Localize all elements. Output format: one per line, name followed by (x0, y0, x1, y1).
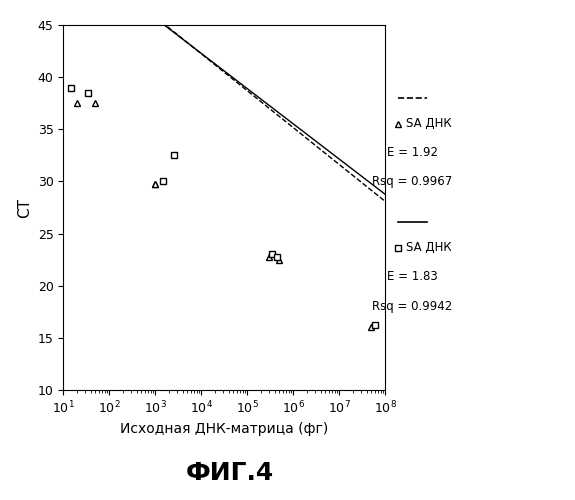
Text: E = 1.83: E = 1.83 (387, 270, 438, 283)
Y-axis label: СТ: СТ (17, 198, 32, 218)
X-axis label: Исходная ДНК-матрица (фг): Исходная ДНК-матрица (фг) (120, 422, 328, 436)
Text: SA ДНК: SA ДНК (406, 241, 452, 254)
Text: E = 1.92: E = 1.92 (387, 146, 438, 159)
Text: Rsq = 0.9942: Rsq = 0.9942 (373, 300, 453, 312)
Text: ФИГ.4: ФИГ.4 (186, 461, 274, 485)
Text: SA ДНК: SA ДНК (406, 117, 452, 130)
Text: Rsq = 0.9967: Rsq = 0.9967 (373, 176, 453, 188)
